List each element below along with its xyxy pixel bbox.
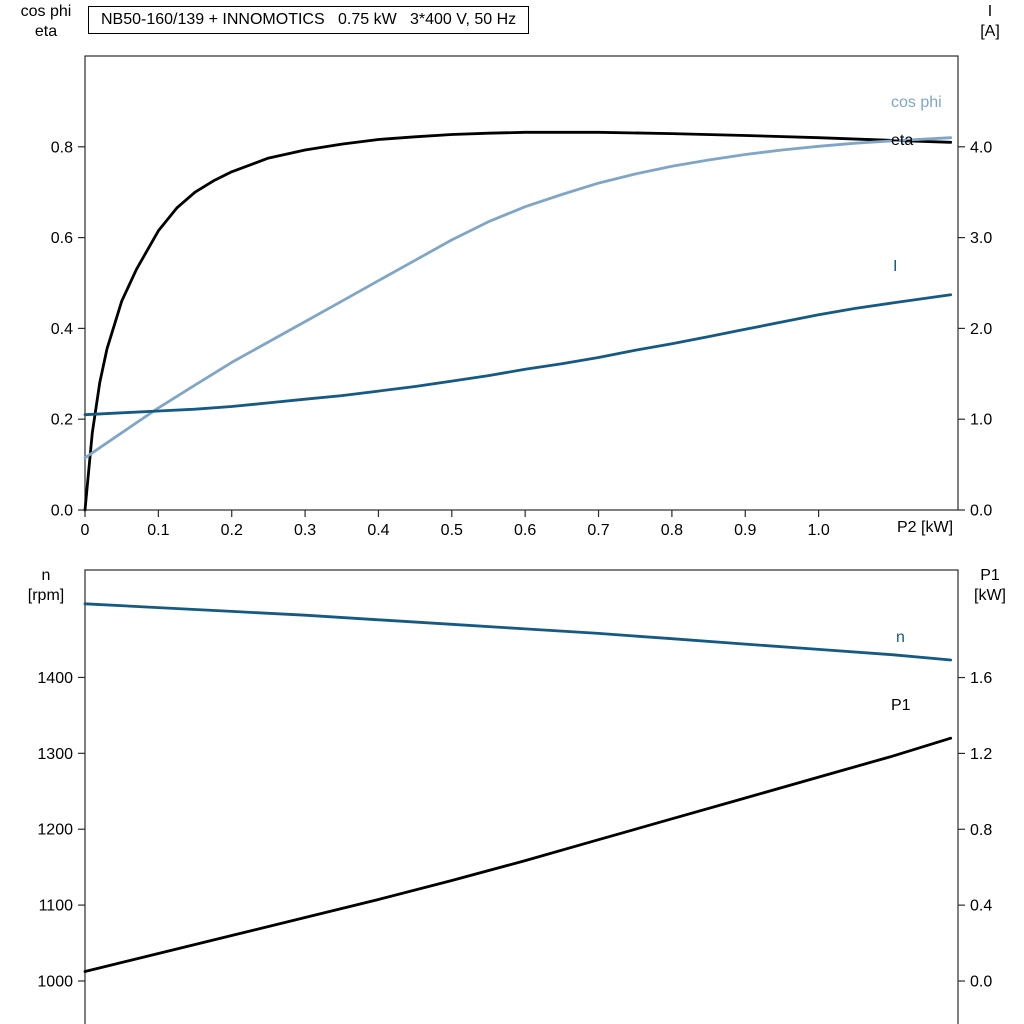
x-tick-label: 0.1 (147, 522, 169, 539)
y-left-tick-label: 0.0 (51, 503, 73, 520)
eta-curve-label: eta (891, 132, 914, 149)
n-axis-label-line1: n (41, 567, 51, 584)
curve-eta (83, 130, 953, 512)
y-left-tick-label: 1000 (37, 973, 73, 990)
x-tick-label: 0.9 (734, 522, 756, 539)
x-tick-label: 0.2 (221, 522, 243, 539)
x-tick-label: 0.7 (587, 522, 609, 539)
x-tick-label: 0 (81, 522, 90, 539)
y-left-tick-label: 0.4 (51, 321, 73, 338)
y-right-tick-label: 0.0 (970, 503, 992, 520)
y-right-label-line2: [A] (980, 23, 1000, 40)
curve-current (83, 293, 953, 417)
y-right-tick-label: 1.0 (970, 412, 992, 429)
p1-axis-label-line1: P1 (980, 567, 1000, 584)
x-tick-label: 0.8 (661, 522, 683, 539)
y-left-label-line2: eta (34, 23, 58, 40)
y-left-tick-label: 0.6 (51, 230, 73, 247)
y-right-tick-label: 1.2 (970, 746, 992, 763)
plot-frame (84, 569, 959, 1024)
y-left-tick-label: 1400 (37, 670, 73, 687)
x-axis-label: P2 [kW] (897, 519, 954, 536)
chart-title: NB50-160/139 + INNOMOTICS 0.75 kW 3*400 … (88, 6, 530, 34)
x-tick-label: 0.3 (294, 522, 316, 539)
p1-curve-label: P1 (891, 697, 911, 714)
top-left-axis-label: cos phi eta (6, 2, 86, 42)
y-left-label-line1: cos phi (20, 3, 72, 20)
x-tick-label: 1.0 (807, 522, 829, 539)
y-left-tick-label: 0.2 (51, 412, 73, 429)
bottom-left-axis-label: n [rpm] (6, 566, 86, 606)
y-left-tick-label: 1200 (37, 822, 73, 839)
y-left-tick-label: 1300 (37, 746, 73, 763)
cos-phi-curve-label: cos phi (891, 94, 942, 111)
p1-axis-label-line2: [kW] (974, 587, 1006, 604)
y-right-tick-label: 4.0 (970, 139, 992, 156)
x-tick-label: 0.5 (441, 522, 463, 539)
y-right-tick-label: 0.4 (970, 898, 992, 915)
bottom-right-axis-label: P1 [kW] (962, 566, 1018, 606)
y-right-tick-label: 1.6 (970, 670, 992, 687)
y-right-label-line1: I (987, 3, 993, 20)
y-right-tick-label: 0.8 (970, 822, 992, 839)
curve-cos-phi (83, 136, 953, 460)
curve-n (83, 602, 953, 662)
bottom-chart: 1000 1100 1200 1300 1400 0.0 0.4 0.8 1.2 1.6 (37, 569, 992, 1024)
current-curve-label: I (893, 258, 898, 275)
y-right-tick-label: 0.0 (970, 974, 992, 991)
x-tick-label: 0.6 (514, 522, 536, 539)
n-axis-label-line2: [rpm] (27, 587, 65, 604)
plot-frame (84, 55, 959, 511)
y-right-tick-label: 3.0 (970, 230, 992, 247)
y-left-tick-label: 0.8 (51, 139, 73, 156)
speed-curve-label: n (896, 629, 905, 646)
curve-p1 (83, 736, 953, 973)
top-right-axis-label: I [A] (964, 2, 1016, 42)
top-chart: 0.0 0.2 0.4 0.6 0.8 0.0 1.0 2.0 3.0 4.0 0 0.1 0.2 0.3… (51, 55, 992, 539)
y-right-tick-label: 2.0 (970, 321, 992, 338)
y-left-tick-label: 1100 (39, 898, 74, 915)
x-tick-label: 0.4 (367, 522, 389, 539)
